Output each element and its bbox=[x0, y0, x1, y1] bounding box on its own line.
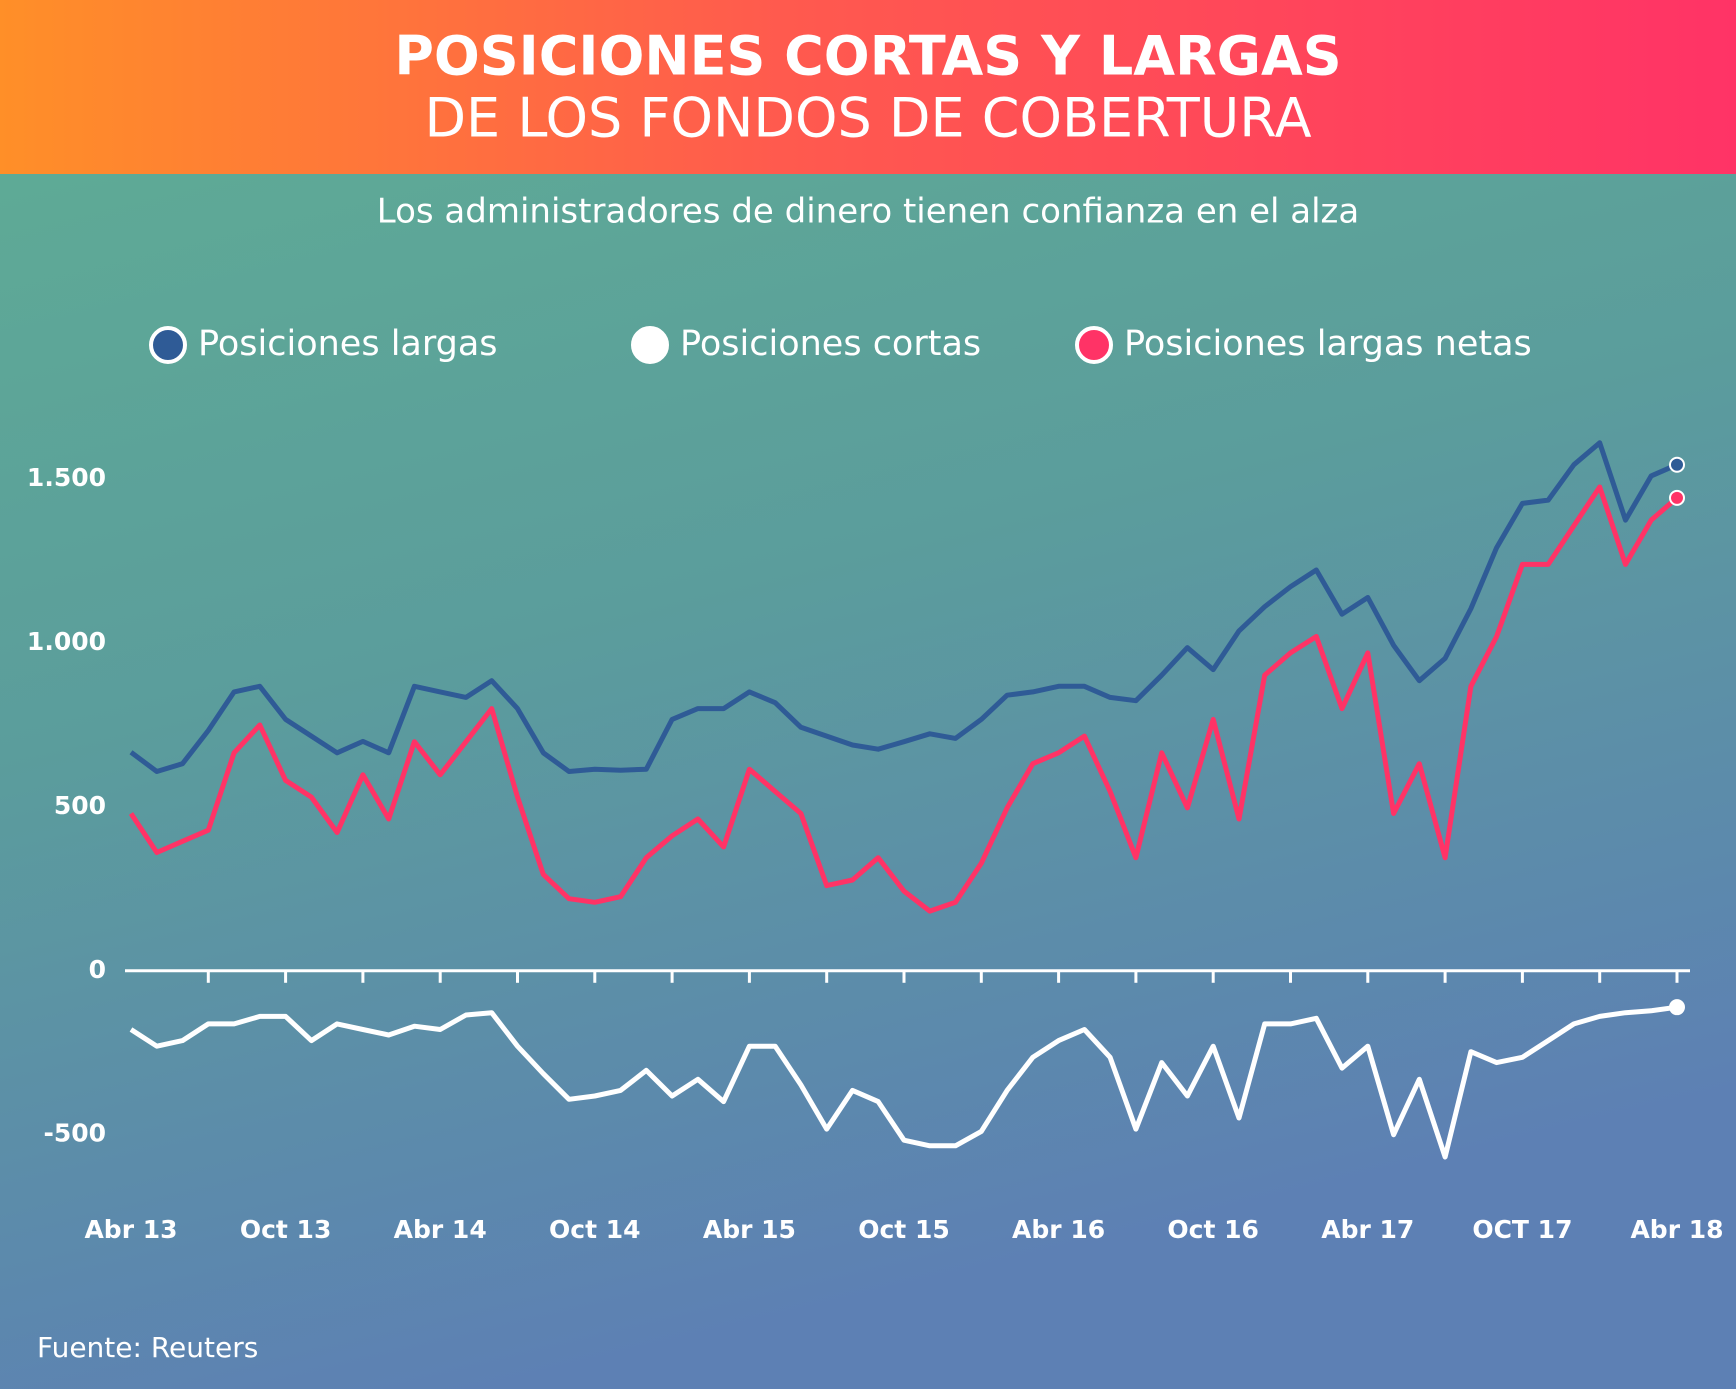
legend-label: Posiciones largas netas bbox=[1124, 324, 1532, 364]
x-tick-label: Oct 14 bbox=[549, 1215, 641, 1244]
x-tick-label: OCT 17 bbox=[1472, 1215, 1572, 1244]
x-tick-label: Abr 14 bbox=[394, 1215, 487, 1244]
end-marker bbox=[1669, 456, 1685, 473]
y-tick-label: 0 bbox=[89, 955, 106, 984]
series-line bbox=[129, 1004, 1678, 1160]
chart-title: POSICIONES CORTAS Y LARGAS bbox=[394, 25, 1341, 88]
end-marker bbox=[1669, 999, 1685, 1016]
legend-label: Posiciones cortas bbox=[680, 324, 981, 364]
chart-title-line2: DE LOS FONDOS DE COBERTURA bbox=[424, 87, 1311, 150]
x-tick-label: Abr 15 bbox=[703, 1215, 796, 1244]
legend-marker bbox=[1075, 326, 1113, 364]
x-tick-label: Abr 13 bbox=[84, 1215, 177, 1244]
x-tick-label: Oct 13 bbox=[240, 1215, 332, 1244]
x-tick-label: Oct 16 bbox=[1167, 1215, 1259, 1244]
x-tick-label: Abr 18 bbox=[1630, 1215, 1723, 1244]
y-tick-label: 1.500 bbox=[27, 463, 106, 492]
header bbox=[0, 0, 1736, 174]
y-tick-label: 500 bbox=[54, 791, 106, 820]
source: Fuente: Reuters bbox=[37, 1331, 258, 1364]
legend-label: Posiciones largas bbox=[198, 324, 498, 364]
legend-marker bbox=[631, 326, 669, 364]
end-marker bbox=[1669, 489, 1685, 506]
series-line bbox=[129, 440, 1678, 774]
series-line bbox=[128, 484, 1679, 914]
x-tick-label: Abr 17 bbox=[1321, 1215, 1414, 1244]
x-tick-label: Oct 15 bbox=[858, 1215, 950, 1244]
x-tick-label: Abr 16 bbox=[1012, 1215, 1105, 1244]
subtitle: Los administradores de dinero tienen con… bbox=[377, 192, 1359, 232]
y-tick-label: -500 bbox=[43, 1119, 106, 1148]
legend-marker bbox=[149, 326, 187, 364]
y-tick-label: 1.000 bbox=[27, 627, 106, 656]
